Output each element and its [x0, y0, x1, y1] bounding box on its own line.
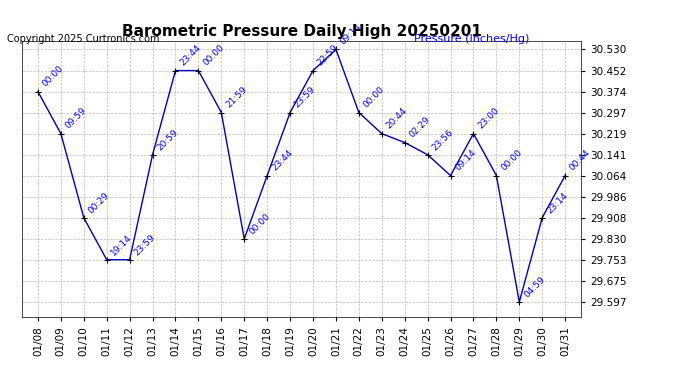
Text: Copyright 2025 Curtronics.com: Copyright 2025 Curtronics.com: [7, 34, 159, 44]
Text: 23:59: 23:59: [293, 85, 317, 110]
Text: 00:44: 00:44: [568, 148, 593, 173]
Text: 19:14: 19:14: [110, 232, 134, 257]
Text: 04:59: 04:59: [522, 274, 546, 299]
Text: 20:44: 20:44: [384, 106, 409, 131]
Text: 09:14: 09:14: [339, 22, 363, 47]
Text: 23:14: 23:14: [545, 190, 569, 215]
Text: 23:44: 23:44: [178, 44, 203, 68]
Text: 00:00: 00:00: [247, 211, 272, 236]
Title: Barometric Pressure Daily High 20250201: Barometric Pressure Daily High 20250201: [121, 24, 482, 39]
Text: 00:29: 00:29: [86, 190, 111, 215]
Text: 00:00: 00:00: [201, 43, 226, 68]
Text: 00:00: 00:00: [362, 85, 386, 110]
Text: 23:44: 23:44: [270, 148, 295, 173]
Text: 23:00: 23:00: [476, 106, 501, 131]
Text: 00:00: 00:00: [41, 64, 66, 89]
Text: 23:56: 23:56: [431, 128, 455, 152]
Text: 22:59: 22:59: [316, 44, 340, 68]
Text: 20:59: 20:59: [155, 128, 180, 152]
Text: Pressure (Inches/Hg): Pressure (Inches/Hg): [414, 34, 529, 44]
Text: 02:29: 02:29: [408, 115, 432, 140]
Text: 09:14: 09:14: [453, 148, 478, 173]
Text: 00:00: 00:00: [499, 148, 524, 173]
Text: 21:59: 21:59: [224, 85, 248, 110]
Text: 09:59: 09:59: [63, 106, 88, 131]
Text: 23:59: 23:59: [132, 232, 157, 257]
